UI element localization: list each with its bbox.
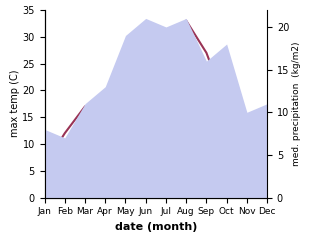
Y-axis label: med. precipitation  (kg/m2): med. precipitation (kg/m2)	[292, 41, 301, 166]
X-axis label: date (month): date (month)	[114, 222, 197, 232]
Y-axis label: max temp (C): max temp (C)	[10, 70, 19, 138]
